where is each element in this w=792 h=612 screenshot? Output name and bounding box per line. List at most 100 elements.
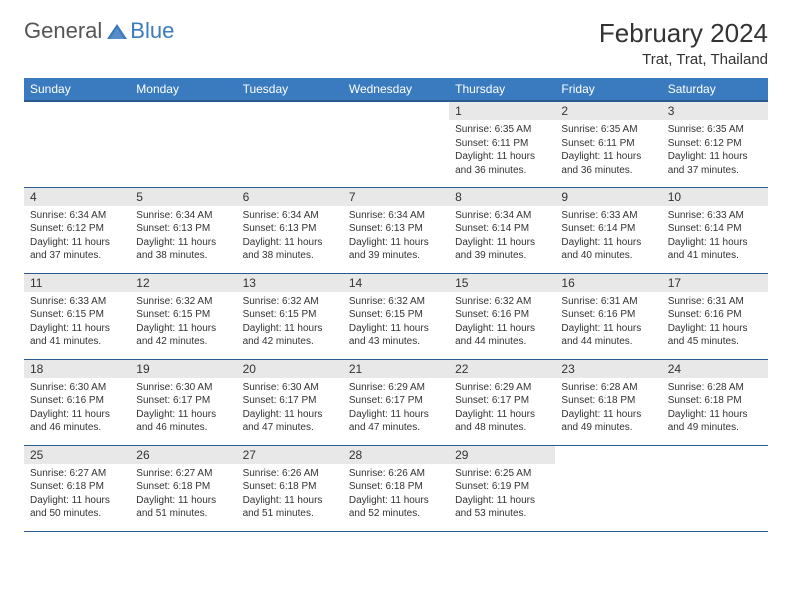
day-data: Sunrise: 6:29 AMSunset: 6:17 PMDaylight:…: [449, 378, 555, 441]
calendar-cell: 24Sunrise: 6:28 AMSunset: 6:18 PMDayligh…: [662, 359, 768, 445]
weekday-header: Sunday: [24, 78, 130, 101]
day-data: Sunrise: 6:34 AMSunset: 6:13 PMDaylight:…: [237, 206, 343, 269]
location-label: Trat, Trat, Thailand: [599, 51, 768, 68]
calendar-cell: 1Sunrise: 6:35 AMSunset: 6:11 PMDaylight…: [449, 101, 555, 187]
day-data: Sunrise: 6:34 AMSunset: 6:14 PMDaylight:…: [449, 206, 555, 269]
day-number: 27: [237, 446, 343, 464]
weekday-header: Friday: [555, 78, 661, 101]
day-data: Sunrise: 6:26 AMSunset: 6:18 PMDaylight:…: [343, 464, 449, 527]
day-number: 18: [24, 360, 130, 378]
calendar-cell: 25Sunrise: 6:27 AMSunset: 6:18 PMDayligh…: [24, 445, 130, 531]
calendar-head: SundayMondayTuesdayWednesdayThursdayFrid…: [24, 78, 768, 101]
calendar-cell: 5Sunrise: 6:34 AMSunset: 6:13 PMDaylight…: [130, 187, 236, 273]
calendar-cell-empty: [24, 101, 130, 187]
day-number: [343, 102, 449, 120]
day-data: Sunrise: 6:32 AMSunset: 6:15 PMDaylight:…: [130, 292, 236, 355]
day-data: Sunrise: 6:30 AMSunset: 6:16 PMDaylight:…: [24, 378, 130, 441]
day-data: Sunrise: 6:33 AMSunset: 6:15 PMDaylight:…: [24, 292, 130, 355]
calendar-cell: 20Sunrise: 6:30 AMSunset: 6:17 PMDayligh…: [237, 359, 343, 445]
day-data: Sunrise: 6:35 AMSunset: 6:11 PMDaylight:…: [555, 120, 661, 183]
day-number: 19: [130, 360, 236, 378]
day-number: [237, 102, 343, 120]
calendar-cell: 6Sunrise: 6:34 AMSunset: 6:13 PMDaylight…: [237, 187, 343, 273]
calendar-cell: 26Sunrise: 6:27 AMSunset: 6:18 PMDayligh…: [130, 445, 236, 531]
day-data: Sunrise: 6:34 AMSunset: 6:13 PMDaylight:…: [343, 206, 449, 269]
calendar-cell: 17Sunrise: 6:31 AMSunset: 6:16 PMDayligh…: [662, 273, 768, 359]
day-number: 3: [662, 102, 768, 120]
day-number: 6: [237, 188, 343, 206]
day-number: 7: [343, 188, 449, 206]
calendar-table: SundayMondayTuesdayWednesdayThursdayFrid…: [24, 78, 768, 532]
calendar-cell: 7Sunrise: 6:34 AMSunset: 6:13 PMDaylight…: [343, 187, 449, 273]
day-number: [555, 446, 661, 464]
calendar-cell: 18Sunrise: 6:30 AMSunset: 6:16 PMDayligh…: [24, 359, 130, 445]
calendar-cell: 21Sunrise: 6:29 AMSunset: 6:17 PMDayligh…: [343, 359, 449, 445]
day-data: Sunrise: 6:32 AMSunset: 6:15 PMDaylight:…: [343, 292, 449, 355]
day-number: 9: [555, 188, 661, 206]
weekday-header: Tuesday: [237, 78, 343, 101]
day-number: 29: [449, 446, 555, 464]
day-data: Sunrise: 6:34 AMSunset: 6:13 PMDaylight:…: [130, 206, 236, 269]
calendar-cell: 16Sunrise: 6:31 AMSunset: 6:16 PMDayligh…: [555, 273, 661, 359]
calendar-cell-empty: [555, 445, 661, 531]
day-data: Sunrise: 6:33 AMSunset: 6:14 PMDaylight:…: [555, 206, 661, 269]
calendar-cell: 29Sunrise: 6:25 AMSunset: 6:19 PMDayligh…: [449, 445, 555, 531]
day-data: Sunrise: 6:32 AMSunset: 6:15 PMDaylight:…: [237, 292, 343, 355]
day-data: Sunrise: 6:25 AMSunset: 6:19 PMDaylight:…: [449, 464, 555, 527]
calendar-cell-empty: [662, 445, 768, 531]
day-number: [130, 102, 236, 120]
calendar-cell: 13Sunrise: 6:32 AMSunset: 6:15 PMDayligh…: [237, 273, 343, 359]
weekday-header: Thursday: [449, 78, 555, 101]
weekday-row: SundayMondayTuesdayWednesdayThursdayFrid…: [24, 78, 768, 101]
day-number: 11: [24, 274, 130, 292]
calendar-week-row: 25Sunrise: 6:27 AMSunset: 6:18 PMDayligh…: [24, 445, 768, 531]
day-number: 10: [662, 188, 768, 206]
day-data: Sunrise: 6:27 AMSunset: 6:18 PMDaylight:…: [24, 464, 130, 527]
calendar-cell: 14Sunrise: 6:32 AMSunset: 6:15 PMDayligh…: [343, 273, 449, 359]
day-data: Sunrise: 6:35 AMSunset: 6:12 PMDaylight:…: [662, 120, 768, 183]
logo-triangle-icon: [106, 22, 128, 40]
day-number: 4: [24, 188, 130, 206]
day-number: 23: [555, 360, 661, 378]
weekday-header: Saturday: [662, 78, 768, 101]
weekday-header: Monday: [130, 78, 236, 101]
calendar-cell: 15Sunrise: 6:32 AMSunset: 6:16 PMDayligh…: [449, 273, 555, 359]
calendar-cell-empty: [237, 101, 343, 187]
day-number: 28: [343, 446, 449, 464]
day-data: Sunrise: 6:34 AMSunset: 6:12 PMDaylight:…: [24, 206, 130, 269]
calendar-cell: 3Sunrise: 6:35 AMSunset: 6:12 PMDaylight…: [662, 101, 768, 187]
day-data: Sunrise: 6:30 AMSunset: 6:17 PMDaylight:…: [237, 378, 343, 441]
day-data: Sunrise: 6:31 AMSunset: 6:16 PMDaylight:…: [555, 292, 661, 355]
day-number: 26: [130, 446, 236, 464]
day-data: Sunrise: 6:28 AMSunset: 6:18 PMDaylight:…: [555, 378, 661, 441]
calendar-body: 1Sunrise: 6:35 AMSunset: 6:11 PMDaylight…: [24, 101, 768, 531]
day-number: 25: [24, 446, 130, 464]
day-data: Sunrise: 6:27 AMSunset: 6:18 PMDaylight:…: [130, 464, 236, 527]
calendar-week-row: 1Sunrise: 6:35 AMSunset: 6:11 PMDaylight…: [24, 101, 768, 187]
day-number: 17: [662, 274, 768, 292]
day-data: Sunrise: 6:31 AMSunset: 6:16 PMDaylight:…: [662, 292, 768, 355]
month-title: February 2024: [599, 18, 768, 49]
day-data: Sunrise: 6:35 AMSunset: 6:11 PMDaylight:…: [449, 120, 555, 183]
logo-text-general: General: [24, 18, 102, 44]
day-data: Sunrise: 6:30 AMSunset: 6:17 PMDaylight:…: [130, 378, 236, 441]
weekday-header: Wednesday: [343, 78, 449, 101]
day-data: Sunrise: 6:29 AMSunset: 6:17 PMDaylight:…: [343, 378, 449, 441]
header: General Blue February 2024 Trat, Trat, T…: [24, 18, 768, 68]
day-data: Sunrise: 6:26 AMSunset: 6:18 PMDaylight:…: [237, 464, 343, 527]
calendar-week-row: 18Sunrise: 6:30 AMSunset: 6:16 PMDayligh…: [24, 359, 768, 445]
calendar-cell: 28Sunrise: 6:26 AMSunset: 6:18 PMDayligh…: [343, 445, 449, 531]
day-number: [24, 102, 130, 120]
calendar-cell-empty: [343, 101, 449, 187]
calendar-cell: 19Sunrise: 6:30 AMSunset: 6:17 PMDayligh…: [130, 359, 236, 445]
day-number: 16: [555, 274, 661, 292]
day-number: 12: [130, 274, 236, 292]
logo: General Blue: [24, 18, 174, 44]
calendar-cell: 8Sunrise: 6:34 AMSunset: 6:14 PMDaylight…: [449, 187, 555, 273]
day-number: 15: [449, 274, 555, 292]
calendar-cell-empty: [130, 101, 236, 187]
calendar-week-row: 4Sunrise: 6:34 AMSunset: 6:12 PMDaylight…: [24, 187, 768, 273]
day-number: [662, 446, 768, 464]
day-number: 22: [449, 360, 555, 378]
day-data: Sunrise: 6:28 AMSunset: 6:18 PMDaylight:…: [662, 378, 768, 441]
